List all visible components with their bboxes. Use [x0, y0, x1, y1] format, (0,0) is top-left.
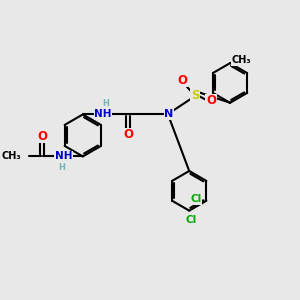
Text: H: H — [102, 99, 109, 108]
Text: CH₃: CH₃ — [2, 152, 22, 161]
Text: O: O — [206, 94, 216, 107]
Text: H: H — [58, 163, 65, 172]
Text: O: O — [123, 128, 133, 141]
Text: Cl: Cl — [185, 215, 196, 225]
Text: O: O — [37, 130, 47, 142]
Text: NH: NH — [55, 152, 72, 161]
Text: S: S — [191, 89, 199, 102]
Text: CH₃: CH₃ — [231, 55, 251, 65]
Text: N: N — [164, 110, 173, 119]
Text: O: O — [177, 74, 187, 86]
Text: NH: NH — [94, 110, 112, 119]
Text: Cl: Cl — [190, 194, 202, 204]
